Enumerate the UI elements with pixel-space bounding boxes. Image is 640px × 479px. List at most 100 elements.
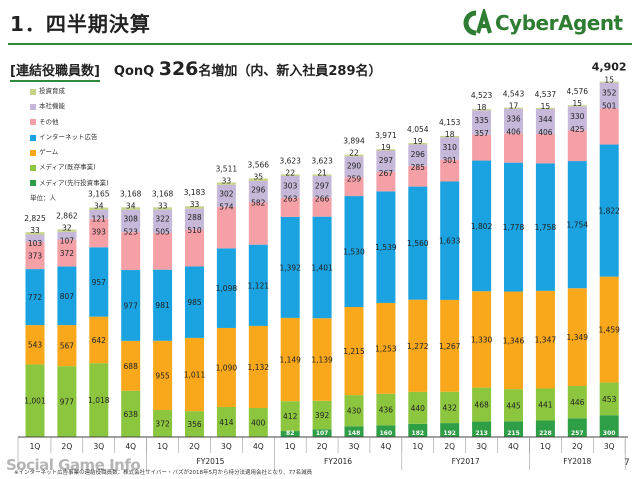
- bar-segment: [312, 174, 332, 176]
- bar-segment: [121, 209, 141, 233]
- legend-swatch: [30, 103, 36, 110]
- bar-label: 1,346: [503, 336, 525, 345]
- bar-segment: [89, 247, 109, 317]
- bar-segment: [440, 159, 460, 182]
- bar-segment: [567, 418, 587, 437]
- bar-segment: [312, 400, 332, 430]
- bar-segment: [248, 325, 268, 408]
- legend-label: メディア(既存事業): [39, 163, 96, 172]
- bar-label: 567: [60, 342, 75, 351]
- bar-label: 440: [411, 404, 426, 413]
- bar-segment: [312, 175, 332, 198]
- bar-segment: [472, 387, 492, 422]
- bar-label: 1,530: [343, 248, 365, 257]
- x-tick-label: 3Q: [349, 442, 360, 451]
- bar-segment: [185, 337, 204, 412]
- bar-segment: [504, 108, 523, 134]
- bar-total-label: 3,623: [311, 156, 333, 165]
- bar-segment: [280, 197, 300, 217]
- legend-item: メディア(既存事業): [30, 160, 109, 175]
- bar-label: 19: [413, 137, 423, 146]
- bar-label: 33: [190, 200, 200, 209]
- legend-swatch: [30, 134, 36, 141]
- bar-label: 290: [347, 162, 362, 171]
- page-title: 1．四半期決算: [10, 12, 151, 36]
- bar-label: 977: [124, 301, 139, 310]
- bar-total-label: 4,537: [535, 90, 557, 99]
- bar-label: 1,758: [535, 223, 557, 232]
- bar-total-label: 2,825: [24, 214, 46, 223]
- bar-label: 393: [92, 228, 107, 237]
- bar-segment: [57, 325, 77, 367]
- bar-label: 957: [92, 278, 107, 287]
- bar-label: 296: [411, 150, 426, 159]
- bar-label: 642: [92, 336, 107, 345]
- bar-segment: [599, 108, 619, 145]
- bar-label: 1,018: [88, 396, 110, 405]
- bar-segment: [408, 186, 428, 300]
- bar-segment: [440, 391, 460, 424]
- x-tick-label: 1Q: [540, 442, 551, 451]
- bar-label: 34: [94, 202, 104, 211]
- bar-segment: [89, 316, 109, 364]
- bar-label: 22: [285, 168, 295, 177]
- bar-label: 303: [283, 181, 298, 190]
- bar-segment: [535, 388, 555, 421]
- bar-total-label: 3,566: [248, 160, 270, 169]
- bar-segment: [599, 415, 619, 437]
- bar-label: 267: [379, 169, 394, 178]
- bar-segment: [408, 144, 428, 166]
- bar-label: 1,011: [184, 371, 206, 380]
- legend-item: 投資育成: [30, 84, 109, 99]
- bar-total-label: 3,623: [279, 156, 301, 165]
- bar-label: 34: [126, 201, 136, 210]
- bar-label: 1,001: [24, 397, 46, 406]
- bar-segment: [376, 172, 396, 192]
- bar-label: 441: [538, 400, 553, 409]
- subtitle-head: [連結役職員数]: [10, 64, 100, 82]
- legend-label: その他: [39, 117, 59, 126]
- bar-segment: [408, 143, 428, 145]
- bar-label: 436: [379, 406, 394, 415]
- bar-label: 285: [411, 163, 426, 172]
- bar-label: 1,633: [439, 237, 461, 246]
- x-tick-label: 2Q: [572, 442, 583, 451]
- legend-label: メディア(先行投資事業): [39, 178, 109, 187]
- bar-segment: [25, 234, 45, 243]
- bar-segment: [248, 181, 268, 203]
- bar-label: 1,090: [216, 363, 238, 372]
- x-tick-label: 3Q: [604, 442, 615, 451]
- bar-segment: [248, 244, 268, 326]
- bar-label: 446: [570, 398, 585, 407]
- bar-label: 263: [283, 194, 298, 203]
- bar-segment: [440, 135, 460, 138]
- logo-text: CyberAgent: [495, 11, 623, 35]
- bar-total-label: 3,971: [375, 131, 397, 140]
- bar-segment: [312, 216, 332, 319]
- bar-label: 1,139: [311, 356, 333, 365]
- bar-label: 574: [219, 202, 234, 211]
- legend-item: その他: [30, 115, 109, 130]
- bar-segment: [121, 390, 141, 437]
- bar-segment: [440, 137, 460, 160]
- bar-label: 445: [506, 401, 521, 410]
- bar-segment: [472, 291, 492, 388]
- fiscal-year-label: FY2018: [563, 457, 591, 466]
- bar-segment: [472, 421, 492, 437]
- bar-label: 955: [155, 371, 170, 380]
- bar-label: 160: [380, 430, 393, 437]
- bar-total-label: 3,165: [88, 190, 110, 199]
- bar-label: 308: [124, 214, 139, 223]
- bar-label: 322: [155, 214, 170, 223]
- chart-legend: 投資育成 本社機能 その他 インターネット広告 ゲーム メディア(既存事業) メディア(先行…: [30, 84, 109, 206]
- bar-segment: [567, 105, 587, 107]
- bar-segment: [185, 266, 204, 338]
- bar-segment: [504, 389, 523, 422]
- bar-total-label: 3,183: [184, 188, 206, 197]
- bar-label: 1,330: [471, 335, 493, 344]
- bar-segment: [344, 395, 364, 427]
- bar-segment: [535, 163, 555, 291]
- bar-segment: [121, 270, 141, 341]
- bar-label: 18: [477, 103, 487, 112]
- bar-segment: [599, 382, 619, 416]
